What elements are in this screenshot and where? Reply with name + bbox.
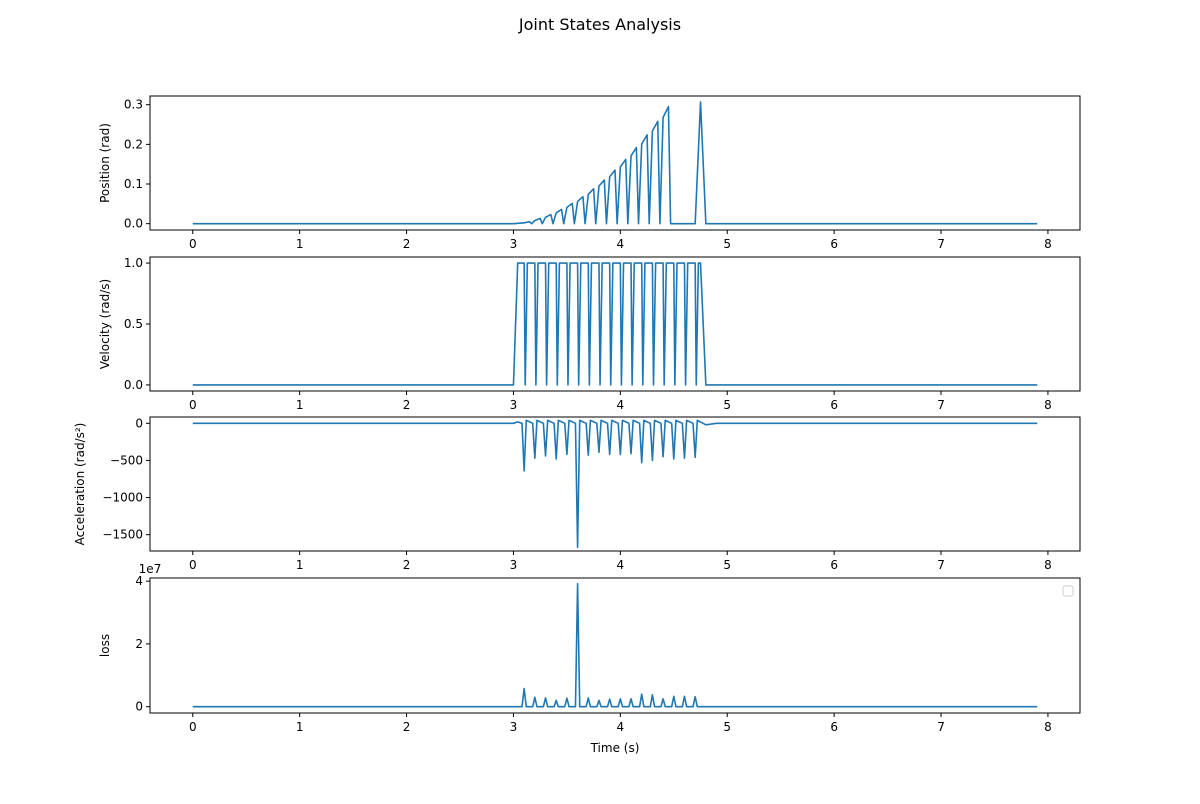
x-tick-label: 3 [510, 237, 518, 251]
y-tick-label: −1500 [102, 528, 143, 542]
y-tick-label: 0 [135, 700, 143, 714]
x-tick-label: 0 [189, 558, 197, 572]
chart-title: Joint States Analysis [518, 15, 681, 34]
x-tick-label: 1 [296, 720, 304, 734]
x-tick-label: 7 [937, 558, 945, 572]
x-axis-label: Time (s) [590, 741, 640, 755]
x-tick-label: 8 [1044, 398, 1052, 412]
y-tick-label: 0.0 [124, 378, 143, 392]
x-tick-label: 4 [617, 398, 625, 412]
x-tick-label: 4 [617, 237, 625, 251]
axes-frame [149, 416, 1081, 552]
x-tick-label: 1 [296, 237, 304, 251]
y-tick-label: 0.1 [124, 177, 143, 191]
y-offset-text: 1e7 [139, 562, 162, 576]
y-tick-label: 0.5 [124, 317, 143, 331]
x-tick-label: 2 [403, 398, 411, 412]
x-tick-label: 2 [403, 237, 411, 251]
x-tick-label: 8 [1044, 558, 1052, 572]
y-tick-label: −1000 [102, 491, 143, 505]
axes-frame [149, 95, 1081, 231]
axes-frame [149, 577, 1081, 714]
x-tick-label: 0 [189, 398, 197, 412]
x-tick-label: 1 [296, 398, 304, 412]
series-line-1 [192, 419, 1038, 549]
x-tick-label: 6 [830, 558, 838, 572]
x-tick-label: 0 [189, 237, 197, 251]
y-tick-label: 0.2 [124, 137, 143, 151]
x-tick-label: 6 [830, 237, 838, 251]
y-axis-label: Acceleration (rad/s²) [73, 423, 87, 546]
y-tick-label: 0 [135, 416, 143, 430]
x-tick-label: 6 [830, 720, 838, 734]
x-tick-label: 2 [403, 558, 411, 572]
y-tick-label: 1.0 [124, 256, 143, 270]
y-axis-label: Position (rad) [98, 123, 112, 203]
legend-box [1062, 585, 1074, 597]
y-axis-label: loss [98, 634, 112, 657]
y-tick-label: 0.3 [124, 98, 143, 112]
subplot-1: 0 1 2 3 4 5 6 7 8 0.0 0.1 0.2 0.3 Position (rad) [98, 95, 1081, 251]
x-tick-label: 2 [403, 720, 411, 734]
y-tick-label: 4 [135, 574, 143, 588]
x-tick-label: 0 [189, 720, 197, 734]
x-tick-label: 5 [723, 398, 731, 412]
x-tick-label: 3 [510, 558, 518, 572]
x-tick-label: 4 [617, 558, 625, 572]
x-tick-label: 6 [830, 398, 838, 412]
x-tick-label: 7 [937, 720, 945, 734]
subplot-2: 0 1 2 3 4 5 6 7 8 0.0 0.5 1.0 Velocity (rad/s) [98, 256, 1081, 412]
y-tick-label: 0.0 [124, 217, 143, 231]
y-tick-label: −500 [110, 453, 143, 467]
subplot-4: 0 1 2 3 4 5 6 7 8 0 2 4 loss Time (s) 1e7 [98, 562, 1081, 755]
y-tick-label: 2 [135, 637, 143, 651]
x-tick-label: 5 [723, 237, 731, 251]
x-tick-label: 8 [1044, 237, 1052, 251]
x-tick-label: 7 [937, 237, 945, 251]
x-tick-label: 4 [617, 720, 625, 734]
series-line-1 [192, 582, 1038, 708]
axes-frame [149, 256, 1081, 392]
x-tick-label: 8 [1044, 720, 1052, 734]
x-tick-label: 5 [723, 720, 731, 734]
subplot-3: 0 1 2 3 4 5 6 7 8 0 −500 −1000 −1500 Acceleration (ra… [73, 416, 1081, 572]
y-axis-label: Velocity (rad/s) [98, 279, 112, 369]
series-line-1 [192, 101, 1038, 225]
x-tick-label: 3 [510, 720, 518, 734]
x-tick-label: 1 [296, 558, 304, 572]
x-tick-label: 7 [937, 398, 945, 412]
x-tick-label: 5 [723, 558, 731, 572]
series-line-1 [192, 262, 1038, 386]
subplots: 0 1 2 3 4 5 6 7 8 0.0 0.1 0.2 0.3 Position (rad) 0 1 2 3 4… [73, 95, 1081, 755]
x-tick-label: 3 [510, 398, 518, 412]
